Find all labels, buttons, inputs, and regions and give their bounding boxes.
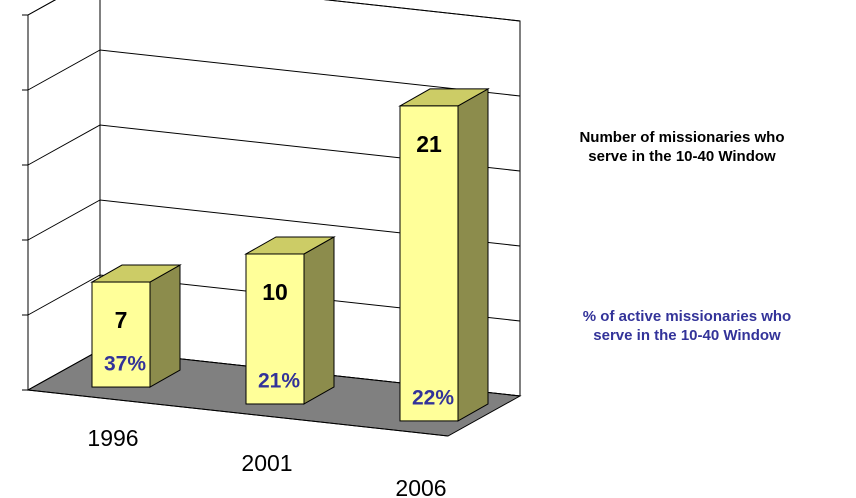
grid-line — [27, 199, 521, 247]
legend-entry: Number of missionaries who serve in the … — [579, 129, 785, 165]
bar — [244, 236, 336, 405]
bar-side — [457, 88, 489, 422]
bar-front — [91, 281, 151, 388]
bar — [90, 264, 182, 388]
legend-entry: % of active missionaries who serve in th… — [582, 308, 792, 344]
bar-side — [149, 264, 181, 388]
grid-line — [27, 49, 521, 97]
value-label: 21 — [416, 131, 442, 157]
value-label: 10 — [262, 279, 288, 305]
x-tick-label: 2001 — [241, 450, 292, 476]
value-label: 7 — [115, 307, 128, 333]
x-tick-label: 2006 — [395, 475, 446, 498]
bar-front — [245, 253, 305, 405]
grid-line — [27, 0, 521, 22]
bar — [398, 88, 490, 422]
grid-line — [27, 124, 521, 172]
left-wall — [27, 0, 101, 391]
percent-label: 37% — [104, 353, 146, 376]
x-axis — [27, 389, 449, 437]
percent-label: 21% — [258, 370, 300, 393]
bar-side — [303, 236, 335, 405]
grid-line — [27, 274, 521, 322]
percent-label: 22% — [412, 386, 454, 409]
bar-front — [399, 105, 459, 422]
x-tick-label: 1996 — [87, 425, 138, 451]
